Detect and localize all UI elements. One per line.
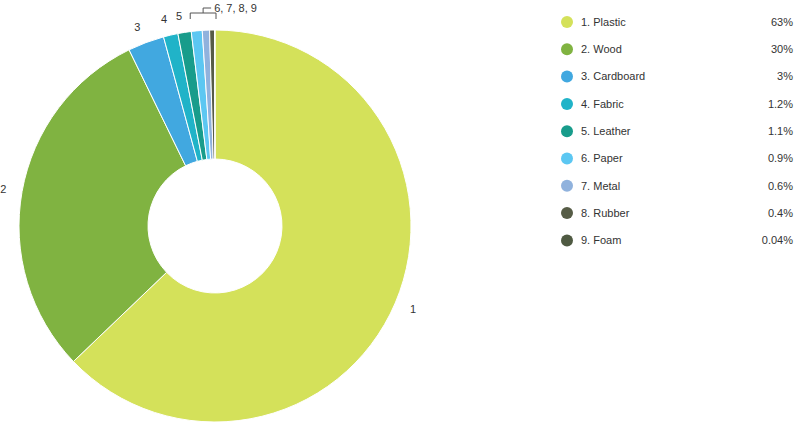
legend-swatch	[561, 153, 573, 165]
legend-value: 0.04%	[762, 234, 793, 246]
slice-label: 2	[0, 183, 6, 195]
legend-label: 9. Foam	[581, 234, 621, 246]
legend-swatch	[561, 180, 573, 192]
slice	[214, 30, 215, 159]
legend-label: 4. Fabric	[581, 98, 624, 110]
legend-value: 0.9%	[768, 152, 793, 164]
slice-label: 3	[134, 21, 140, 33]
legend-value: 1.1%	[768, 125, 793, 137]
group-label: 6, 7, 8, 9	[214, 2, 257, 14]
legend-label: 6. Paper	[581, 152, 623, 164]
legend-swatch	[561, 207, 573, 219]
chart: 1 2 3 45 6, 7, 8, 9 1. Plastic 63% 2. Wood 30% 3.…	[0, 0, 796, 427]
legend-label: 1. Plastic	[581, 16, 626, 28]
legend-swatch	[561, 234, 573, 246]
legend: 1. Plastic 63% 2. Wood 30% 3. Cardboard 3% 4. …	[561, 16, 793, 247]
slice-label: 4	[161, 13, 167, 25]
legend-label: 3. Cardboard	[581, 70, 645, 82]
legend-value: 0.4%	[768, 207, 793, 219]
slice-label: 5	[176, 10, 182, 22]
legend-label: 8. Rubber	[581, 207, 630, 219]
legend-swatch	[561, 71, 573, 83]
legend-swatch	[561, 16, 573, 28]
legend-value: 0.6%	[768, 180, 793, 192]
legend-label: 7. Metal	[581, 180, 620, 192]
legend-swatch	[561, 43, 573, 55]
slices	[19, 30, 411, 422]
group-bracket	[190, 8, 216, 19]
legend-swatch	[561, 125, 573, 137]
legend-label: 2. Wood	[581, 43, 622, 55]
annotations: 1 2 3 45 6, 7, 8, 9	[0, 2, 416, 315]
legend-value: 30%	[771, 43, 793, 55]
legend-value: 63%	[771, 16, 793, 28]
legend-value: 3%	[777, 70, 793, 82]
legend-label: 5. Leather	[581, 125, 631, 137]
slice	[210, 30, 215, 159]
slice-label: 1	[410, 303, 416, 315]
legend-value: 1.2%	[768, 98, 793, 110]
legend-swatch	[561, 98, 573, 110]
